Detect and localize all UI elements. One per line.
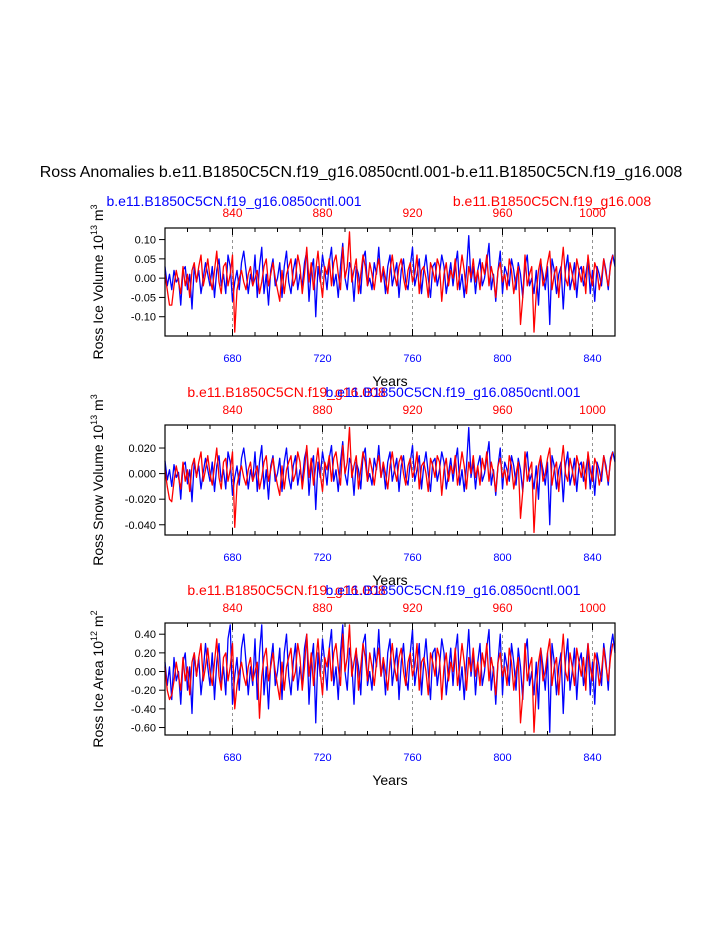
x-tick-label-bottom: 800 [493, 353, 511, 365]
y-tick-label: -0.020 [125, 494, 156, 506]
series-title-red: b.e11.B1850C5CN.f19_g16.008 [187, 384, 385, 400]
y-tick-label: 0.000 [128, 469, 156, 481]
legend-top-red: b.e11.B1850C5CN.f19_g16.008 [453, 193, 651, 209]
chart-panel-2: b.e11.B1850C5CN.f19_g16.008b.e11.B1850C5… [89, 384, 616, 588]
x-tick-label-top: 840 [222, 206, 242, 220]
y-label-unit: m [90, 399, 106, 415]
y-label-base: Ross Snow Volume 10 [90, 425, 106, 566]
y-tick-label: -0.20 [131, 685, 156, 697]
y-label-unit-exponent: 3 [89, 394, 99, 399]
x-tick-label-bottom: 800 [493, 552, 511, 564]
x-tick-label-top: 960 [492, 601, 512, 615]
y-axis-label: Ross Ice Area 1012 m2 [89, 610, 106, 747]
series-line-blue [164, 426, 616, 526]
y-label-unit: m [90, 209, 106, 225]
y-label-exponent: 12 [89, 631, 99, 641]
series-line-blue [164, 624, 616, 733]
x-tick-label-top: 920 [402, 206, 422, 220]
y-label-base: Ross Ice Area 10 [90, 641, 106, 748]
y-label-exponent: 13 [89, 415, 99, 425]
y-tick-label: 0.40 [135, 629, 156, 641]
series-line-blue [164, 235, 616, 326]
x-tick-label-top: 840 [222, 601, 242, 615]
x-tick-label-bottom: 680 [223, 752, 241, 764]
x-tick-label-top: 920 [402, 601, 422, 615]
y-tick-label: 0.05 [135, 254, 156, 266]
panels: 680 720 760 800 840 840 880 920 960 1000 0.10 0.05 0… [89, 204, 616, 788]
y-label-base: Ross Ice Volume 10 [90, 235, 106, 360]
series-title-red: b.e11.B1850C5CN.f19_g16.008 [187, 582, 385, 598]
y-label-unit-exponent: 3 [89, 204, 99, 209]
y-tick-label: -0.60 [131, 723, 156, 735]
x-tick-label-top: 960 [492, 403, 512, 417]
y-tick-label: -0.05 [131, 292, 156, 304]
x-tick-label-bottom: 720 [313, 353, 331, 365]
chart-panel-1: 680 720 760 800 840 840 880 920 960 1000 0.10 0.05 0… [89, 204, 616, 389]
x-tick-label-top: 920 [402, 403, 422, 417]
y-label-unit: m [90, 615, 106, 631]
x-tick-label-bottom: 760 [403, 353, 421, 365]
x-tick-label-bottom: 720 [313, 552, 331, 564]
y-tick-label: -0.040 [125, 520, 156, 532]
x-tick-label-bottom: 760 [403, 552, 421, 564]
x-tick-label-bottom: 840 [583, 353, 601, 365]
chart-panel-3: b.e11.B1850C5CN.f19_g16.008b.e11.B1850C5… [89, 582, 616, 788]
x-tick-label-top: 1000 [579, 403, 606, 417]
x-tick-label-bottom: 680 [223, 353, 241, 365]
y-label-exponent: 13 [89, 225, 99, 235]
x-axis-label: Years [372, 373, 407, 389]
y-tick-label: -0.10 [131, 312, 156, 324]
x-tick-label-top: 840 [222, 403, 242, 417]
x-tick-label-bottom: 720 [313, 752, 331, 764]
series-title-blue: b.e11.B1850C5CN.f19_g16.0850cntl.001 [325, 384, 580, 400]
y-axis-label: Ross Snow Volume 1013 m3 [89, 394, 106, 565]
x-tick-label-bottom: 840 [583, 552, 601, 564]
x-tick-label-bottom: 800 [493, 752, 511, 764]
x-tick-label-top: 880 [312, 206, 332, 220]
y-label-unit-exponent: 2 [89, 610, 99, 615]
y-tick-label: 0.00 [135, 667, 156, 679]
x-tick-label-bottom: 840 [583, 752, 601, 764]
y-tick-label: 0.020 [128, 443, 156, 455]
y-tick-label: 0.00 [135, 273, 156, 285]
x-axis-label: Years [372, 572, 407, 588]
series-line-red [164, 426, 614, 534]
x-axis-label: Years [372, 772, 407, 788]
y-tick-label: 0.10 [135, 235, 156, 247]
x-tick-label-bottom: 680 [223, 552, 241, 564]
x-tick-label-bottom: 760 [403, 752, 421, 764]
x-tick-label-top: 880 [312, 403, 332, 417]
x-tick-label-top: 1000 [579, 206, 606, 220]
series-title-blue: b.e11.B1850C5CN.f19_g16.0850cntl.001 [325, 582, 580, 598]
x-tick-label-top: 1000 [579, 601, 606, 615]
y-tick-label: -0.40 [131, 704, 156, 716]
y-tick-label: 0.20 [135, 648, 156, 660]
series-line-red [164, 231, 614, 333]
y-axis-label: Ross Ice Volume 1013 m3 [89, 204, 106, 359]
legend-top-blue: b.e11.B1850C5CN.f19_g16.0850cntl.001 [106, 193, 361, 209]
x-tick-label-top: 880 [312, 601, 332, 615]
main-title: Ross Anomalies b.e11.B1850C5CN.f19_g16.0… [40, 164, 683, 181]
series-line-red [164, 624, 614, 733]
x-tick-label-top: 960 [492, 206, 512, 220]
